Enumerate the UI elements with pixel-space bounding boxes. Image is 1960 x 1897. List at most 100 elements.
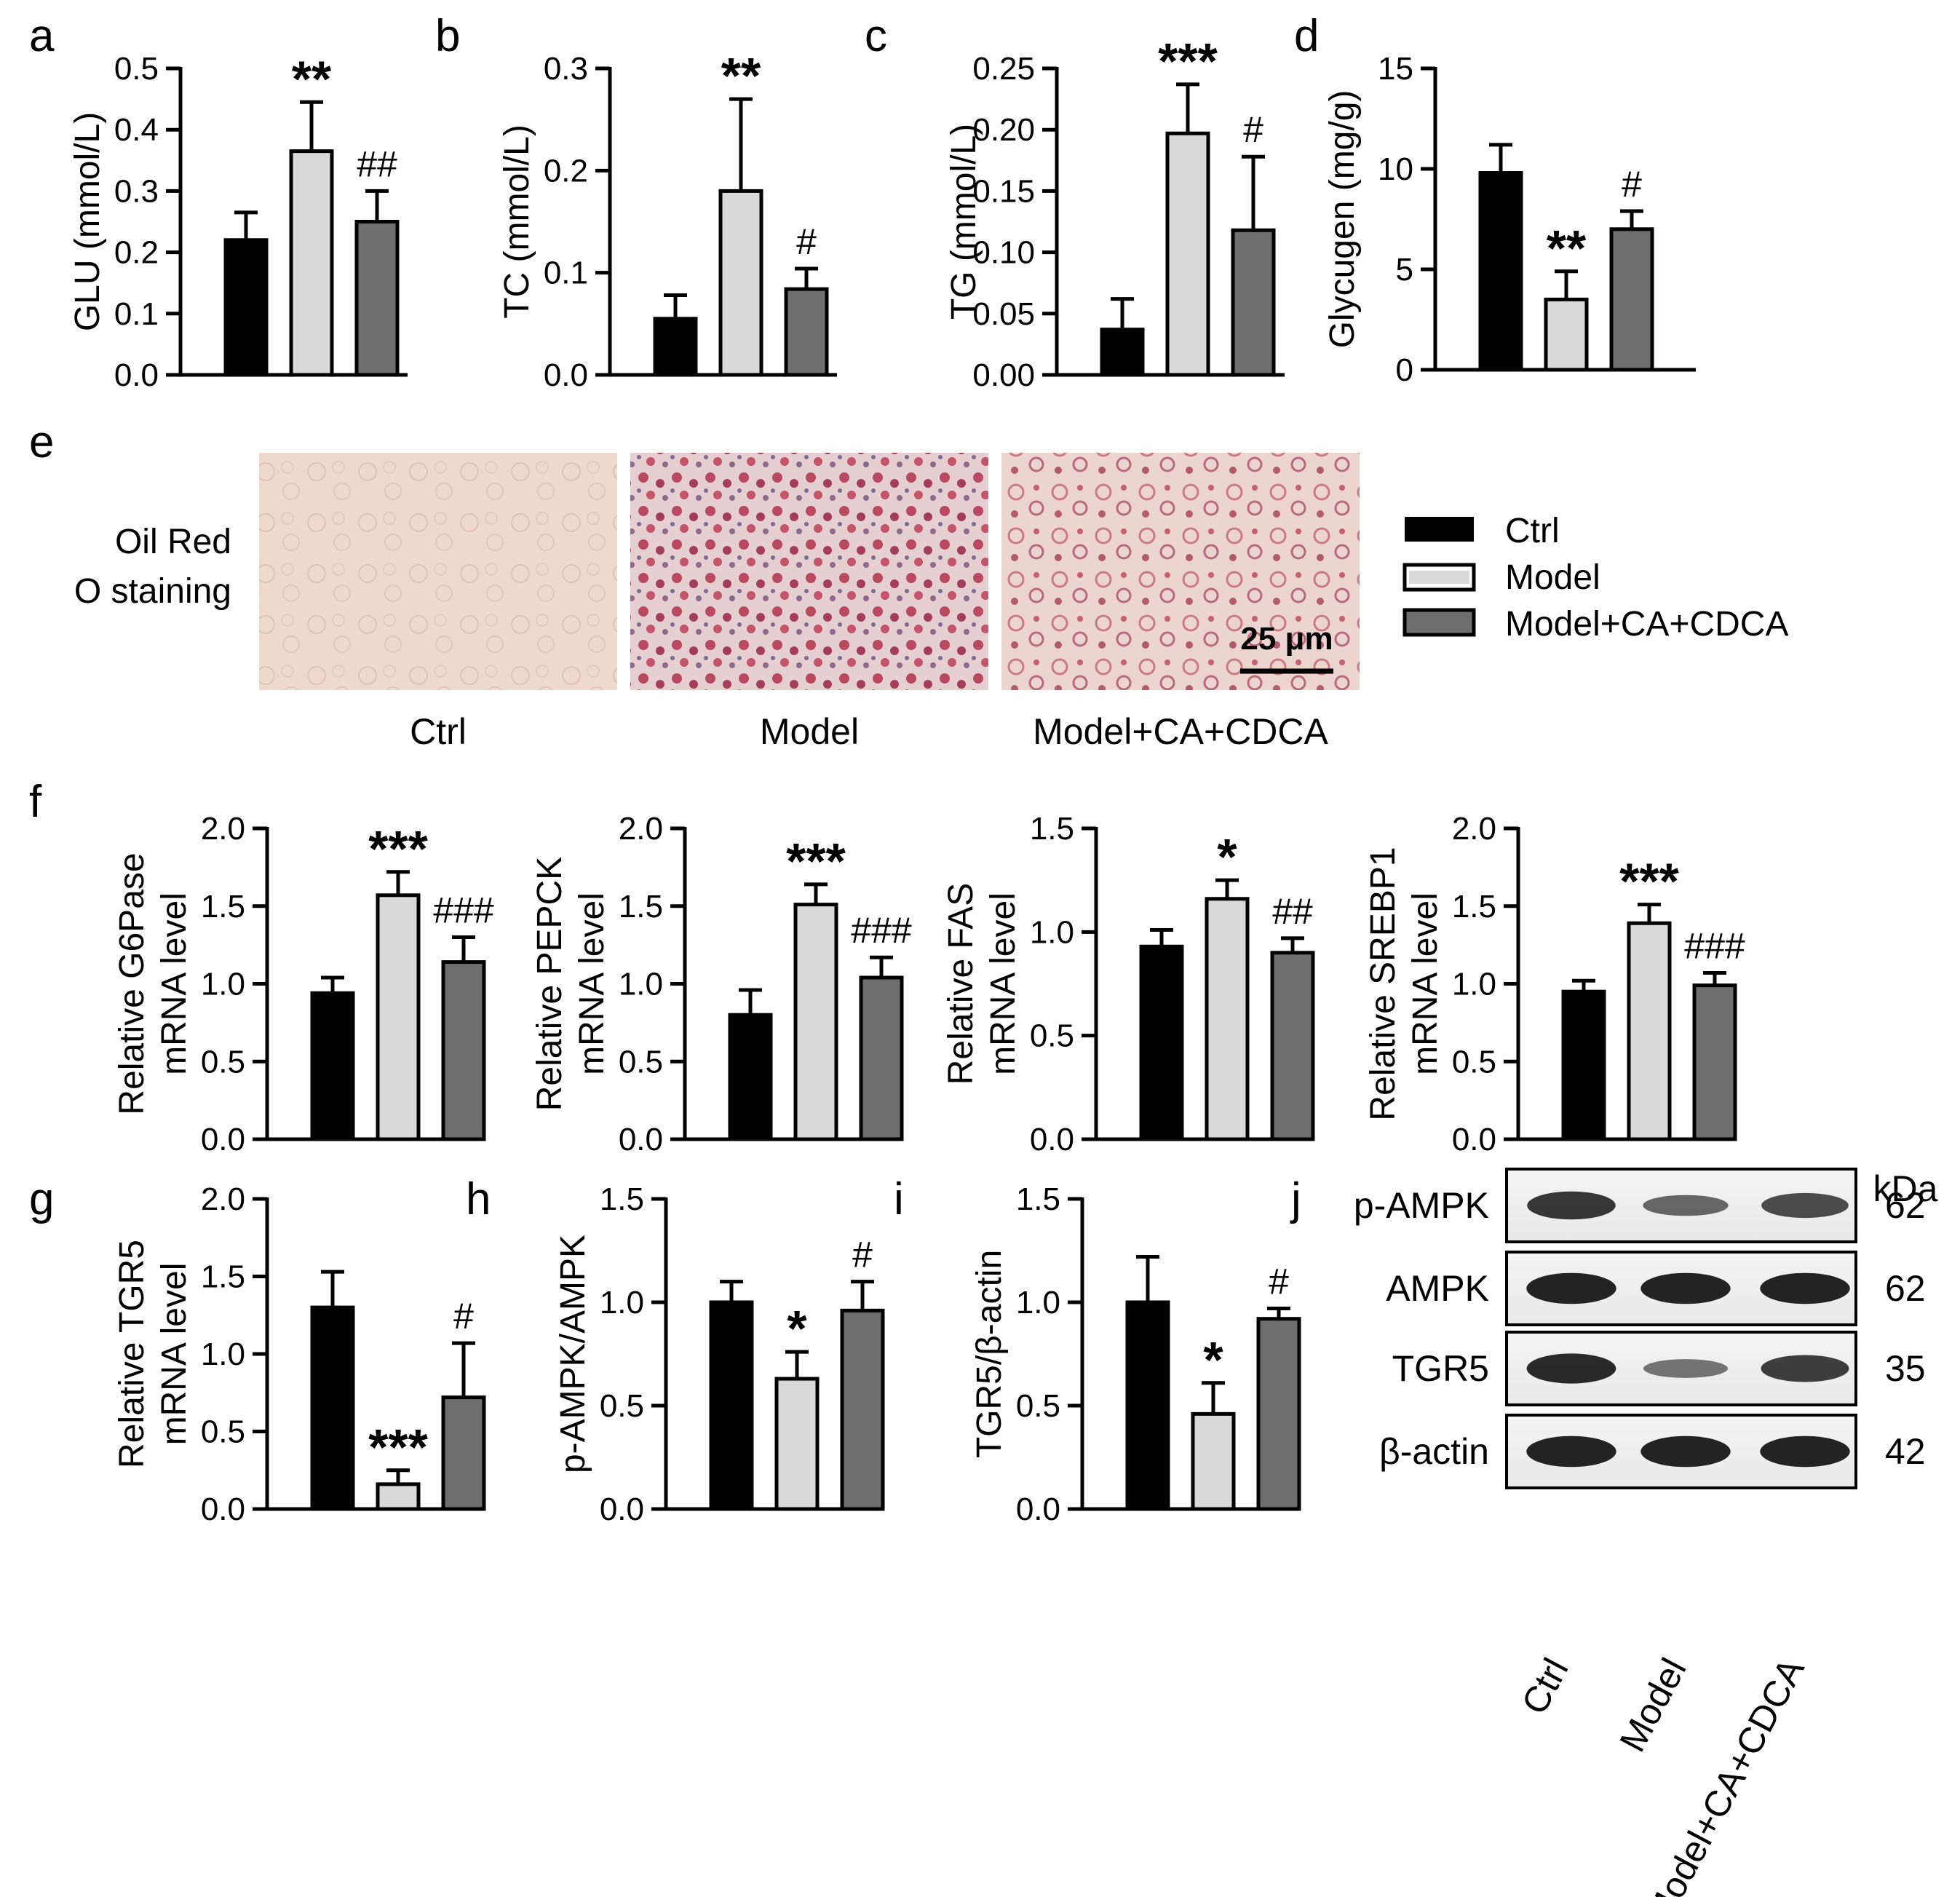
y-tick-label: 1.5 [1030, 811, 1074, 847]
bar-ctrl [709, 1300, 754, 1511]
y-tick-label: 0.5 [1016, 1388, 1060, 1424]
blot-lane-model: Model [1611, 1652, 1694, 1759]
bar-model-ca-cdca [1231, 228, 1276, 377]
blot-kda-value: 35 [1885, 1348, 1926, 1389]
y-tick-label: 0 [1396, 352, 1413, 388]
chart-panel-b-tc: b 0.0 0.1 0.2 0.3 TC (mmol/L) ** # [435, 11, 837, 393]
bar-model [376, 1482, 421, 1511]
micrograph-model-ca-cdca [1001, 453, 1360, 690]
y-axis-title: TG (mmol/L) [945, 124, 983, 320]
bar-model-ca-cdca [859, 975, 904, 1141]
bar-model [376, 893, 421, 1141]
y-tick-label: 0.5 [1452, 1044, 1496, 1080]
y-axis-title: Relative G6Pase [113, 852, 151, 1114]
significance-marker: # [1622, 164, 1642, 205]
significance-marker: ** [1547, 220, 1587, 277]
chart-panel-g-tgr5-mrna: g 0.0 0.5 1.0 1.5 2.0 Relative TGR5 mRNA level *… [29, 1174, 486, 1527]
blot-band [1640, 1272, 1731, 1304]
significance-marker: # [1269, 1262, 1289, 1302]
blot-band [1760, 1435, 1850, 1468]
bar-model [289, 149, 334, 377]
y-tick-label: 0.3 [114, 173, 159, 209]
y-tick-label: 0.1 [114, 296, 159, 332]
panel-letter-f: f [29, 777, 42, 827]
y-tick-label: 0.2 [544, 153, 588, 189]
micrograph-caption-model: Model [760, 711, 859, 752]
significance-marker: *** [1619, 853, 1679, 910]
y-axis-title: Glycugen (mg/g) [1323, 90, 1362, 349]
blot-band [1643, 1195, 1729, 1216]
y-axis-title: Relative SREBP1 [1364, 847, 1402, 1120]
y-tick-label: 1.5 [201, 1259, 245, 1295]
y-tick-label: 0.05 [972, 296, 1035, 332]
bar-ctrl [1561, 989, 1606, 1141]
y-tick-label: 1.0 [1016, 1285, 1060, 1320]
bar-model [793, 903, 838, 1141]
significance-marker: # [796, 221, 817, 262]
bar-ctrl [310, 991, 355, 1141]
y-tick-label: 0.4 [114, 112, 159, 148]
y-axis-title: Relative FAS [942, 883, 980, 1085]
y-tick-label: 0.0 [600, 1492, 644, 1527]
blot-row-label: TGR5 [1392, 1348, 1489, 1389]
y-tick-label: 2.0 [201, 1181, 245, 1217]
y-tick-label: 1.0 [619, 967, 663, 1002]
significance-marker: * [1203, 1331, 1223, 1388]
blot-row-label: AMPK [1386, 1268, 1489, 1309]
panel-letter-b: b [435, 11, 460, 61]
legend-label-model-ca-cdca: Model+CA+CDCA [1505, 605, 1788, 643]
y-tick-label: 0.0 [114, 357, 159, 393]
significance-marker: ### [1684, 926, 1745, 967]
y-axis-title: mRNA level [1406, 892, 1445, 1075]
panel-letter-i: i [894, 1174, 904, 1224]
micrograph-caption-ctrl: Ctrl [410, 711, 467, 752]
panel-letter-c: c [865, 11, 887, 61]
y-tick-label: 0.5 [619, 1044, 663, 1080]
bar-ctrl [653, 317, 698, 377]
y-axis-title: Relative TGR5 [113, 1240, 151, 1468]
y-tick-label: 0.0 [619, 1122, 663, 1157]
significance-marker: # [852, 1235, 873, 1275]
significance-marker: ### [851, 910, 912, 951]
significance-marker: * [1217, 828, 1237, 885]
bar-ctrl [1478, 171, 1523, 372]
bar-ctrl [1125, 1300, 1170, 1511]
blot-band-rows: p-AMPK 62 AMPK 62 TGR5 35 β-actin 42 [1354, 1168, 1926, 1489]
y-tick-label: 0.5 [114, 51, 159, 87]
chart-panel-f-srebp1: 0.0 0.5 1.0 1.5 2.0 Relative SREBP1 mRNA level… [1364, 811, 1745, 1157]
significance-marker: *** [368, 820, 428, 877]
chart-panel-f-g6pase: f 0.0 0.5 1.0 1.5 2.0 Relative G6Pase mRNA leve… [29, 777, 494, 1157]
bar-model-ca-cdca [784, 287, 829, 377]
y-tick-label: 2.0 [201, 811, 245, 847]
y-tick-label: 10 [1378, 151, 1413, 187]
blot-kda-value: 42 [1885, 1431, 1926, 1472]
y-tick-label: 0.0 [1030, 1122, 1074, 1157]
y-tick-label: 0.5 [201, 1044, 245, 1080]
y-axis-title: mRNA level [155, 892, 194, 1075]
panel-letter-j: j [1290, 1174, 1301, 1224]
significance-marker: ** [292, 50, 332, 107]
y-tick-label: 1.0 [201, 1336, 245, 1372]
y-tick-label: 0.0 [1016, 1492, 1060, 1527]
panel-letter-a: a [29, 11, 55, 61]
y-tick-label: 1.0 [201, 967, 245, 1002]
legend: Ctrl Model Model+CA+CDCA [1402, 512, 1788, 643]
panel-letter-d: d [1294, 11, 1319, 61]
y-tick-label: 1.0 [1030, 914, 1074, 950]
y-tick-label: 0.3 [544, 51, 588, 87]
panel-letter-h: h [466, 1174, 491, 1224]
chart-panel-c-tg: c 0.00 0.05 0.10 0.15 0.20 0.25 TG (mmol/L) *** # [865, 11, 1285, 393]
y-tick-label: 0.15 [972, 173, 1035, 209]
blot-band [1761, 1355, 1849, 1382]
significance-marker: *** [1158, 33, 1218, 90]
bar-model [774, 1377, 820, 1511]
blot-band [1526, 1435, 1616, 1468]
chart-panel-h-pampk: h 0.0 0.5 1.0 1.5p-AMPK/AMPK * # [466, 1174, 885, 1527]
scale-bar-label: 25 μm [1240, 621, 1333, 657]
significance-marker: # [1243, 109, 1263, 150]
chart-panel-f-fas: 0.0 0.5 1.0 1.5 Relative FAS mRNA level * ## [942, 811, 1315, 1157]
bar-model [1544, 297, 1589, 372]
y-tick-label: 2.0 [619, 811, 663, 847]
panel-j-western-blot: j kDa p-AMPK 62 AMPK 62 TGR5 35 β-actin 42 Ctrl… [1290, 1168, 1938, 1897]
